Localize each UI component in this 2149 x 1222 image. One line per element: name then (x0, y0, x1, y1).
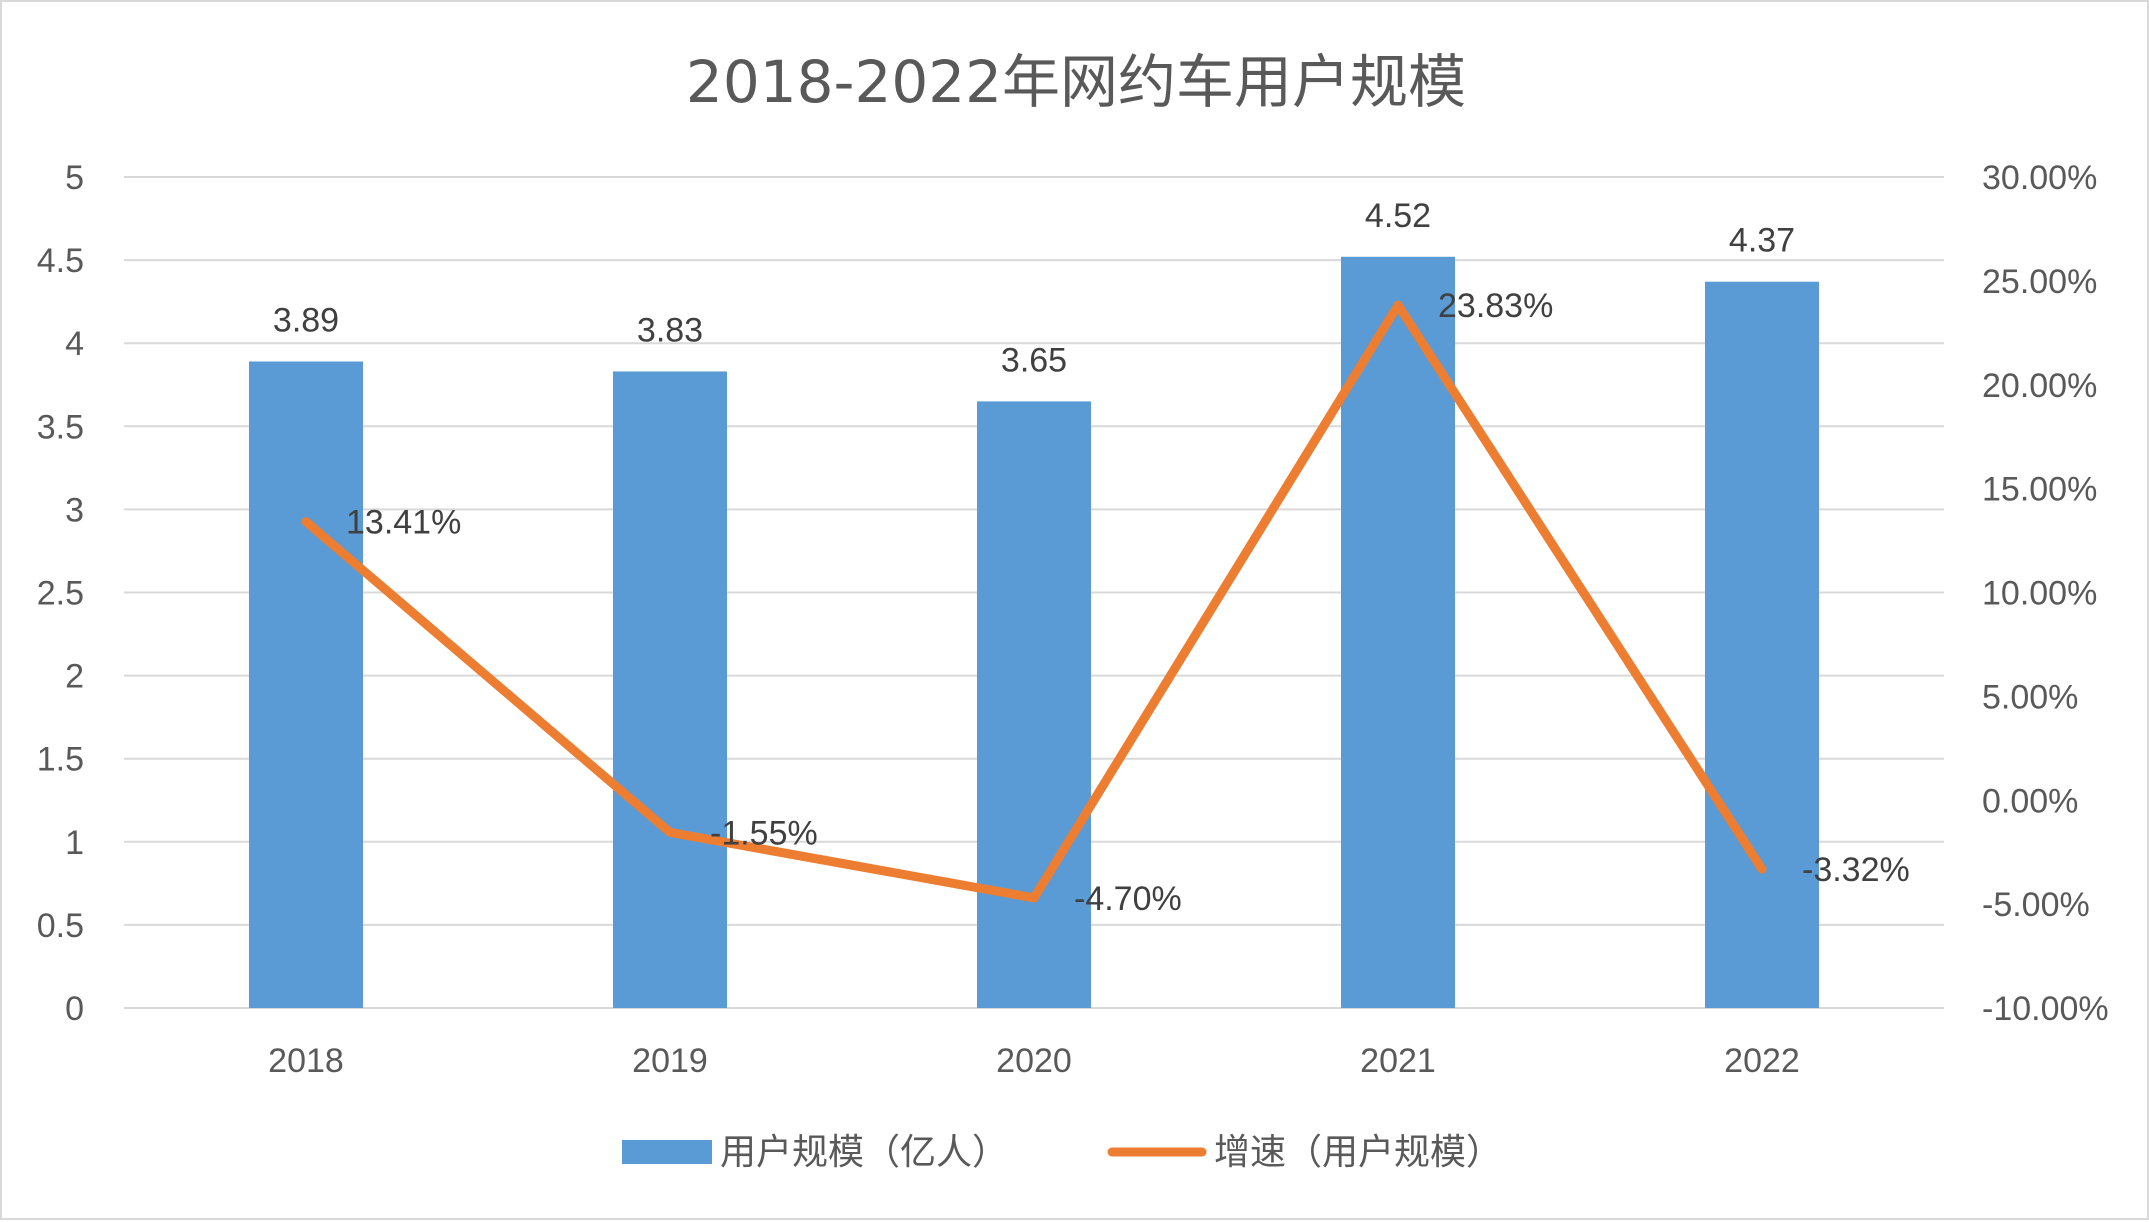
left-axis-tick-label: 0 (65, 990, 84, 1028)
right-axis-tick-label: 15.00% (1982, 471, 2097, 509)
right-axis-tick-label: 5.00% (1982, 678, 2078, 716)
bar-data-labels: 3.89 3.83 3.65 4.52 4.37 (273, 197, 1795, 380)
bar (1705, 281, 1819, 1008)
left-axis-tick-label: 4.5 (37, 242, 84, 280)
left-axis-tick-label: 3.5 (37, 408, 84, 446)
line-data-label: -4.70% (1074, 880, 1182, 918)
line-data-label: 13.41% (346, 504, 461, 542)
bar-data-label: 3.89 (273, 301, 339, 339)
legend-swatch-bar (622, 1140, 712, 1164)
x-axis-tick-label: 2019 (632, 1042, 708, 1080)
line-point (669, 831, 671, 834)
right-axis-tick-label: -5.00% (1982, 886, 2090, 924)
bar (977, 401, 1091, 1008)
left-axis-tick-label: 2 (65, 658, 84, 696)
bar-series (249, 256, 1819, 1009)
line-point (305, 520, 307, 523)
x-axis-tick-label: 2018 (268, 1042, 344, 1080)
bar-data-label: 4.52 (1365, 197, 1431, 235)
right-axis-tick-label: 30.00% (1982, 159, 2097, 197)
legend: 用户规模（亿人） 增速（用户规模） (622, 1132, 1502, 1173)
x-axis-tick-label: 2020 (996, 1042, 1072, 1080)
legend-label-bar: 用户规模（亿人） (720, 1132, 1008, 1173)
left-axis-tick-label: 5 (65, 159, 84, 197)
bar (613, 371, 727, 1009)
left-axis-tick-label: 1 (65, 824, 84, 862)
line-series (301, 300, 1767, 903)
bar-data-label: 4.37 (1729, 222, 1795, 260)
left-axis-tick-label: 0.5 (37, 907, 84, 945)
x-axis-tick-label: 2021 (1360, 1042, 1436, 1080)
legend-label-line: 增速（用户规模） (1214, 1132, 1502, 1173)
line-point (1397, 304, 1399, 307)
line-data-labels: 13.41% -1.55% -4.70% 23.83% -3.32% (346, 287, 1910, 918)
bar-data-label: 3.65 (1001, 341, 1067, 379)
line-data-label: -1.55% (710, 814, 818, 852)
bar (1341, 256, 1455, 1008)
right-axis-tick-label: 10.00% (1982, 575, 2097, 613)
line-data-label: 23.83% (1438, 287, 1553, 325)
left-axis-tick-label: 1.5 (37, 741, 84, 779)
bar (249, 361, 363, 1008)
right-axis-ticks: -10.00% -5.00% 0.00% 5.00% 10.00% 15.00% 20.00… (1982, 159, 2109, 1028)
right-axis-tick-label: 20.00% (1982, 367, 2097, 405)
left-axis-tick-label: 2.5 (37, 575, 84, 613)
line-data-label: -3.32% (1802, 851, 1910, 889)
left-axis-ticks: 0 0.5 1 1.5 2 2.5 3 3.5 4 4.5 5 (37, 159, 84, 1028)
bar-data-label: 3.83 (637, 311, 703, 349)
x-axis-ticks: 2018 2019 2020 2021 2022 (268, 1042, 1800, 1080)
x-axis-tick-label: 2022 (1724, 1042, 1800, 1080)
line-point (1033, 896, 1035, 899)
right-axis-tick-label: 0.00% (1982, 782, 2078, 820)
right-axis-tick-label: -10.00% (1982, 990, 2109, 1028)
left-axis-tick-label: 4 (65, 325, 84, 363)
left-axis-tick-label: 3 (65, 491, 84, 529)
right-axis-tick-label: 25.00% (1982, 263, 2097, 301)
chart-title: 2018-2022年网约车用户规模 (686, 48, 1466, 116)
line-point (1761, 868, 1763, 871)
